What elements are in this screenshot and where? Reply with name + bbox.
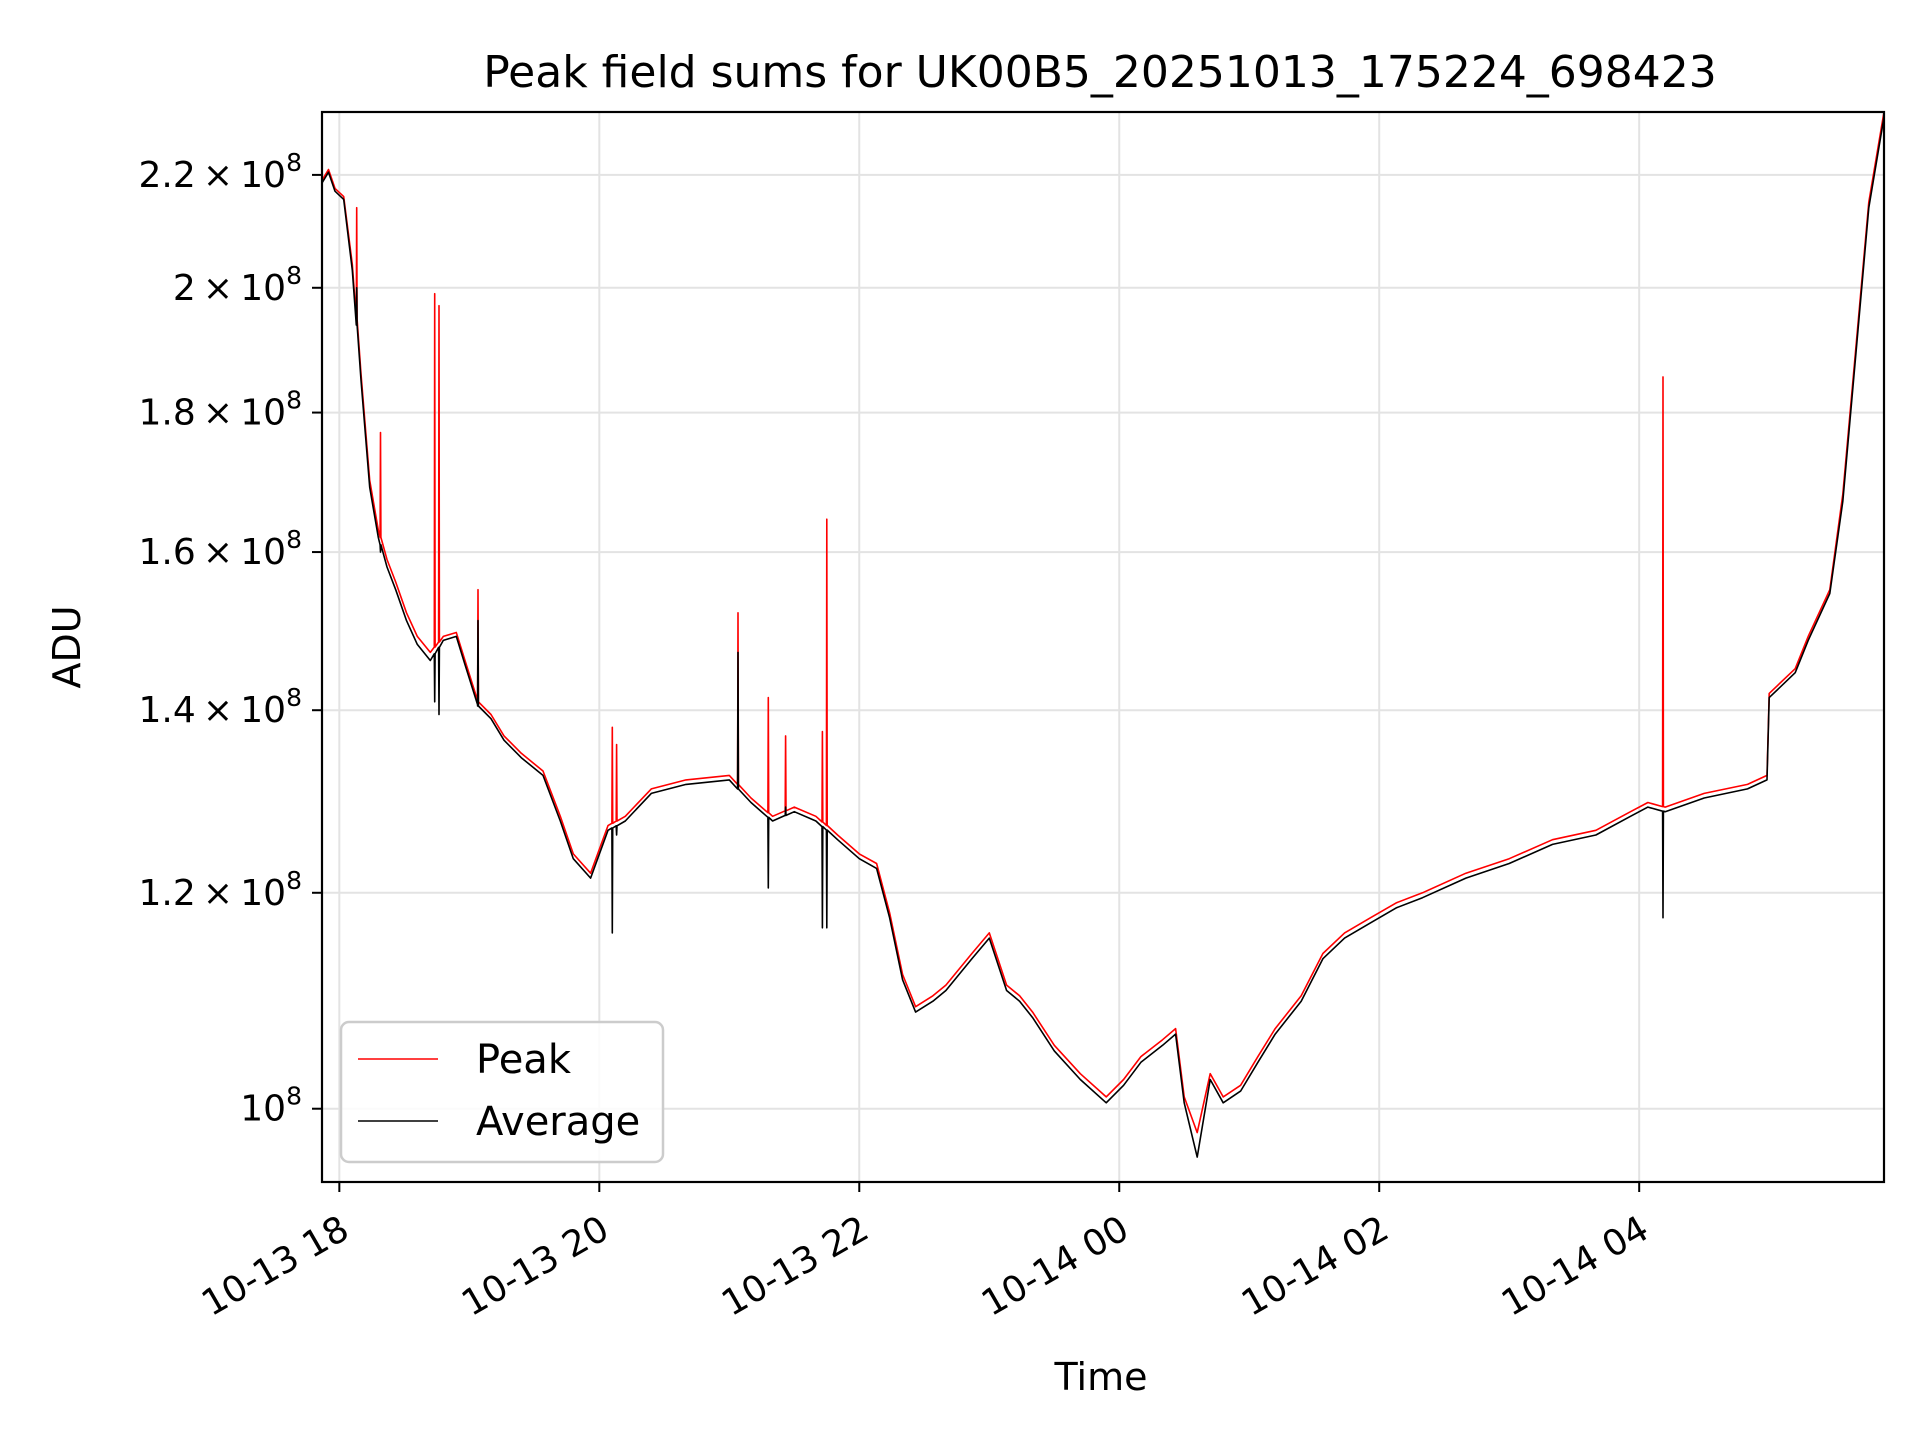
- legend-box: [339, 1020, 665, 1164]
- y-tick-label: 1.4 × 108: [138, 683, 302, 731]
- series-line-peak: [322, 112, 1884, 1134]
- y-tick-label: 1.2 × 108: [138, 866, 302, 914]
- series-line-average: [322, 116, 1884, 1158]
- plot-frame: [320, 110, 1886, 1184]
- y-axis-label: ADU: [45, 605, 89, 688]
- y-tick-label: 108: [240, 1082, 302, 1130]
- y-tick-label: 1.6 × 108: [138, 525, 302, 573]
- y-tick-label: 1.8 × 108: [138, 386, 302, 434]
- legend-label-average: Average: [476, 1099, 640, 1145]
- grid: [322, 112, 1884, 1182]
- y-tick-label: 2.2 × 108: [138, 148, 302, 196]
- y-axis-ticks: 108 1.2 × 108 1.4 × 108 1.6 × 108 1.8 × 108 2…: [138, 148, 322, 1130]
- x-axis-label: Time: [1054, 1355, 1148, 1399]
- y-tick-label: 2 × 108: [173, 261, 302, 309]
- legend-label-peak: Peak: [476, 1037, 572, 1083]
- legend: Peak Average: [339, 1020, 665, 1164]
- series-layer: [322, 112, 1884, 1158]
- chart-title: Peak field sums for UK00B5_20251013_1752…: [483, 47, 1717, 98]
